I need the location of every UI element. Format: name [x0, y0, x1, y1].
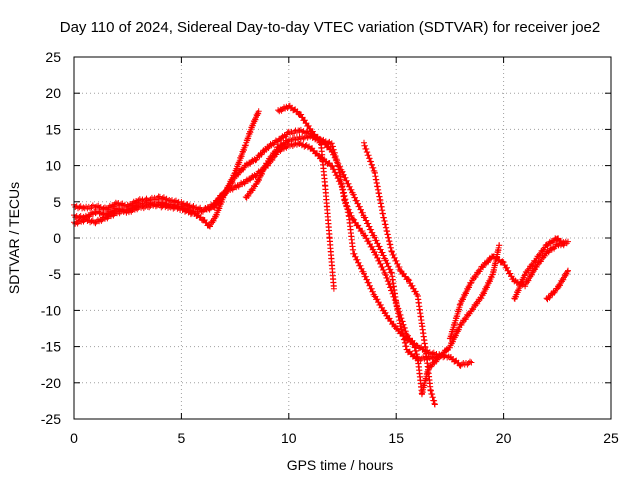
y-tick-label: -5 — [49, 266, 62, 282]
data-points-track-8 — [511, 235, 567, 302]
plot-frame — [73, 56, 612, 420]
y-tick-label: -20 — [41, 375, 61, 391]
series-track-7 — [446, 238, 571, 342]
series-track-5 — [275, 102, 337, 292]
x-tick-label: 15 — [388, 430, 404, 446]
y-axis-label: SDTVAR / TECUs — [6, 182, 22, 294]
x-tick-label: 25 — [603, 430, 619, 446]
x-tick-label: 20 — [496, 430, 512, 446]
grid — [74, 57, 611, 419]
x-tick-label: 10 — [281, 430, 297, 446]
data-points-track-9 — [543, 267, 571, 303]
data-marks — [71, 102, 571, 408]
series-track-4 — [242, 132, 503, 398]
y-tick-label: 0 — [53, 230, 61, 246]
series-track-8 — [511, 235, 567, 302]
y-tick-label: 10 — [45, 158, 61, 174]
y-tick-label: 20 — [45, 85, 61, 101]
y-tick-label: 25 — [45, 49, 61, 65]
y-tick-label: -25 — [41, 411, 61, 427]
y-tick-label: 5 — [53, 194, 61, 210]
x-tick-label: 0 — [70, 430, 78, 446]
data-points-track-4 — [242, 132, 503, 398]
data-points-track-6 — [361, 139, 438, 408]
x-axis-label: GPS time / hours — [287, 457, 394, 473]
y-tick-label: -10 — [41, 302, 61, 318]
y-tick-label: -15 — [41, 339, 61, 355]
tick-labels: 0 5 10 15 20 25 25 20 15 10 5 0 -5 -10 -15 -20 -25 — [41, 49, 619, 446]
y-tick-label: 15 — [45, 121, 61, 137]
x-tick-label: 5 — [178, 430, 186, 446]
series-track-6 — [361, 139, 438, 408]
chart-title: Day 110 of 2024, Sidereal Day-to-day VTE… — [60, 19, 601, 36]
series-track-9 — [543, 267, 571, 303]
data-points-track-7 — [446, 238, 571, 342]
data-points-track-5 — [275, 102, 337, 292]
